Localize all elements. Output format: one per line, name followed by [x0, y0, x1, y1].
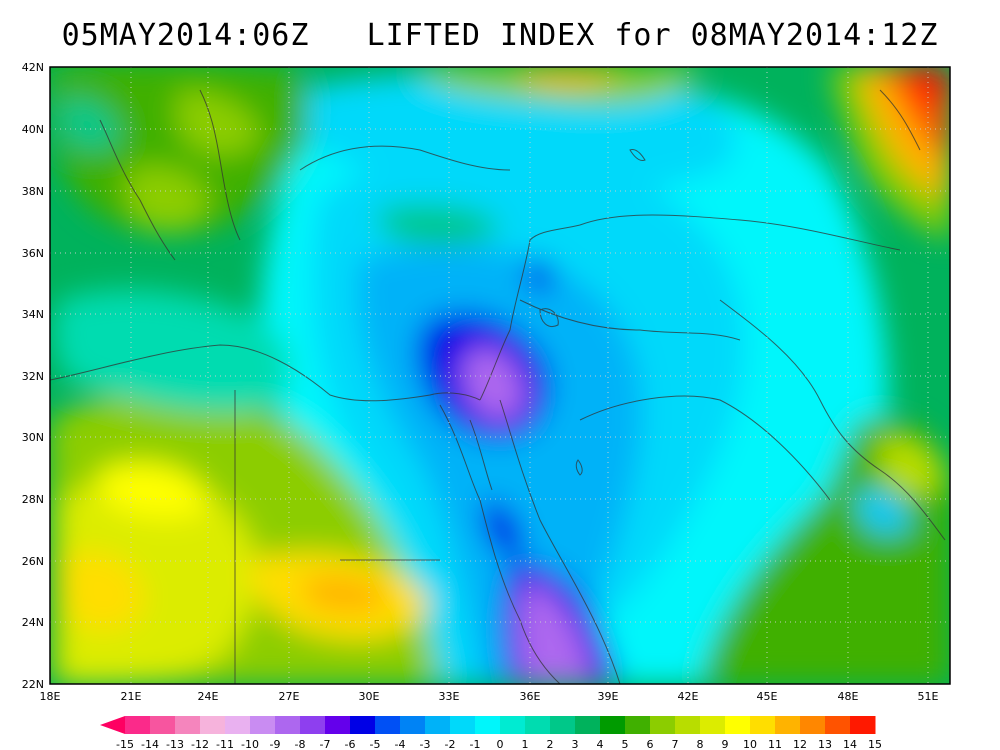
colorbar-box	[425, 716, 451, 734]
colorbar-box	[300, 716, 326, 734]
coastlines	[50, 89, 946, 684]
lat-label: 34N	[22, 308, 44, 321]
colorbar-label: -3	[420, 738, 431, 750]
colorbar-label: 6	[647, 738, 654, 750]
colorbar-box	[600, 716, 626, 734]
colorbar-box	[800, 716, 826, 734]
gridlines	[50, 67, 950, 684]
colorbar-label: 14	[843, 738, 857, 750]
lon-label: 39E	[598, 690, 619, 703]
lon-label: 48E	[838, 690, 859, 703]
colorbar-box	[150, 716, 176, 734]
colorbar-label: -4	[395, 738, 406, 750]
field-layer	[50, 67, 950, 684]
colorbar-box	[550, 716, 576, 734]
colorbar-box	[325, 716, 351, 734]
colorbar-label: -15	[116, 738, 134, 750]
colorbar-label: -14	[141, 738, 159, 750]
colorbar-label: 10	[743, 738, 757, 750]
field-blobs	[50, 67, 950, 684]
lat-label: 24N	[22, 616, 44, 629]
colorbar-label: 1	[522, 738, 529, 750]
map-title: 05MAY2014:06Z LIFTED INDEX for 08MAY2014…	[61, 18, 939, 53]
lon-label: 33E	[439, 690, 460, 703]
colorbar-label: 2	[547, 738, 554, 750]
colorbar-label: -6	[345, 738, 356, 750]
colorbar-box	[825, 716, 851, 734]
colorbar-box	[575, 716, 601, 734]
colorbar-box	[400, 716, 426, 734]
colorbar-label: -7	[320, 738, 331, 750]
colorbar-box	[700, 716, 726, 734]
colorbar-label: -9	[270, 738, 281, 750]
colorbar: -15 -14 -13 -12 -11 -10 -9 -8 -7 -6 -5 -4 -3 -2 -1 0 1 2 3…	[100, 716, 882, 750]
colorbar-box	[225, 716, 251, 734]
lat-label: 40N	[22, 123, 44, 136]
colorbar-box	[775, 716, 801, 734]
colorbar-box	[250, 716, 276, 734]
lon-label: 51E	[918, 690, 939, 703]
colorbar-label: -12	[191, 738, 209, 750]
colorbar-labels: -15 -14 -13 -12 -11 -10 -9 -8 -7 -6 -5 -4 -3 -2 -1 0 1 2 3…	[116, 738, 882, 750]
lon-label: 21E	[121, 690, 142, 703]
colorbar-label: 9	[722, 738, 729, 750]
lat-label: 38N	[22, 185, 44, 198]
colorbar-box	[275, 716, 301, 734]
lat-label: 36N	[22, 247, 44, 260]
lon-label: 18E	[40, 690, 61, 703]
colorbar-label: 7	[672, 738, 679, 750]
lat-axis: 42N 40N 38N 36N 34N 32N 30N 28N 26N 24N …	[22, 61, 44, 691]
colorbar-box	[200, 716, 226, 734]
colorbar-label: 0	[497, 738, 504, 750]
colorbar-label: 15	[868, 738, 882, 750]
colorbar-boxes	[125, 716, 876, 734]
colorbar-box	[475, 716, 501, 734]
lon-label: 30E	[359, 690, 380, 703]
colorbar-box	[750, 716, 776, 734]
lat-label: 42N	[22, 61, 44, 74]
lat-label: 32N	[22, 370, 44, 383]
colorbar-box	[625, 716, 651, 734]
colorbar-label: -1	[470, 738, 481, 750]
lat-label: 26N	[22, 555, 44, 568]
lon-label: 24E	[198, 690, 219, 703]
colorbar-label: -13	[166, 738, 184, 750]
lat-label: 22N	[22, 678, 44, 691]
colorbar-label: 4	[597, 738, 604, 750]
lon-label: 36E	[520, 690, 541, 703]
colorbar-label: -8	[295, 738, 306, 750]
colorbar-label: -11	[216, 738, 234, 750]
lon-label: 45E	[757, 690, 778, 703]
lon-label: 27E	[279, 690, 300, 703]
colorbar-arrow-left	[100, 716, 125, 734]
colorbar-label: -2	[445, 738, 456, 750]
colorbar-box	[525, 716, 551, 734]
colorbar-box	[675, 716, 701, 734]
colorbar-box	[125, 716, 151, 734]
lat-label: 28N	[22, 493, 44, 506]
lon-label: 42E	[678, 690, 699, 703]
colorbar-box	[350, 716, 376, 734]
colorbar-label: 12	[793, 738, 807, 750]
colorbar-label: 5	[622, 738, 629, 750]
colorbar-box	[375, 716, 401, 734]
colorbar-label: -10	[241, 738, 259, 750]
colorbar-box	[650, 716, 676, 734]
colorbar-label: 11	[768, 738, 782, 750]
colorbar-label: -5	[370, 738, 381, 750]
lat-label: 30N	[22, 431, 44, 444]
plot-frame	[49, 66, 951, 685]
colorbar-box	[725, 716, 751, 734]
colorbar-box	[500, 716, 526, 734]
colorbar-box	[450, 716, 476, 734]
colorbar-label: 13	[818, 738, 832, 750]
colorbar-box	[850, 716, 876, 734]
colorbar-label: 8	[697, 738, 704, 750]
colorbar-label: 3	[572, 738, 579, 750]
colorbar-box	[175, 716, 201, 734]
lon-axis: 18E 21E 24E 27E 30E 33E 36E 39E 42E 45E …	[40, 690, 939, 703]
